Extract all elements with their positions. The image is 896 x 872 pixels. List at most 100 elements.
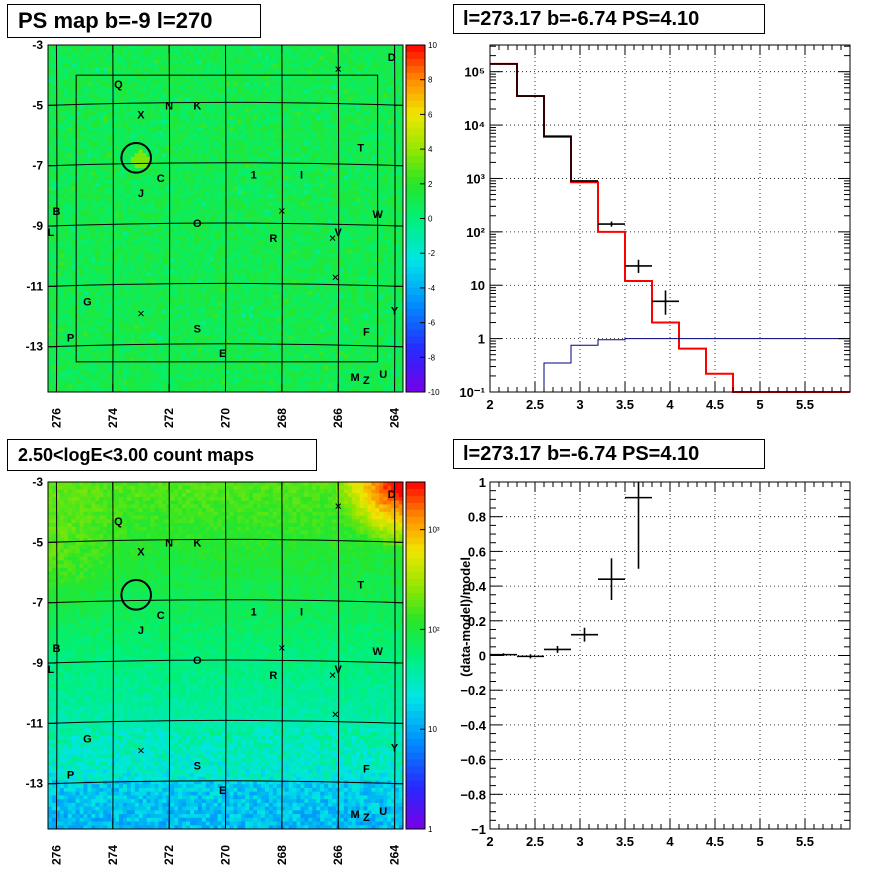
ps_map-longitude-line	[337, 44, 340, 393]
ps_map-x-tick-label: 272	[162, 408, 176, 428]
count-map-title: 2.50<logE<3.00 count maps	[7, 439, 317, 471]
count_map-source-label: B	[52, 643, 60, 655]
ps_map-source-label: F	[363, 327, 370, 339]
histogram-data-point	[652, 290, 679, 315]
ps_map-source-label: Q	[114, 79, 123, 91]
ps_map-source-label: T	[357, 143, 364, 155]
count_map-longitude-line	[112, 481, 114, 830]
residual-data-point	[544, 645, 571, 653]
count_map-latitude-line	[47, 659, 404, 664]
count_map-source-label: M	[351, 809, 360, 821]
ps_map-longitude-line	[112, 44, 114, 393]
count_map-x-tick-label: 272	[162, 845, 176, 865]
count_map-source-label: J	[138, 625, 144, 637]
ps_map-source-label: W	[372, 209, 383, 221]
residual-data-point	[598, 558, 625, 600]
ps_map-x-marker	[278, 208, 285, 214]
ps_map-source-label: R	[269, 233, 277, 245]
histogram-y-tick-label: 10⁴	[464, 118, 485, 133]
histogram-y-tick-label: 10²	[466, 225, 485, 240]
count_map-longitude-line	[225, 481, 227, 830]
histogram-y-tick-label: 1	[478, 332, 485, 347]
ps_map-source-label: V	[335, 227, 343, 239]
count_map-source-label: D	[388, 489, 396, 501]
ps_map-source-label: P	[67, 333, 74, 345]
ps_map-colorbar-tick-label: 2	[428, 180, 433, 189]
ps_map-x-marker	[329, 235, 336, 241]
ps_map-x-tick-label: 276	[49, 408, 63, 428]
count_map-longitude-line	[394, 481, 396, 830]
count_map-x-tick-label: 268	[275, 845, 289, 865]
residual-x-tick-label: 4.5	[706, 834, 724, 849]
ps_map-colorbar-tick-label: -10	[428, 388, 440, 397]
residual-y-tick-label: −1	[471, 822, 486, 837]
count_map-source-label: S	[194, 761, 201, 773]
count_map-x-marker	[278, 645, 285, 651]
count_map-y-tick-label: -9	[32, 656, 43, 670]
histogram-x-tick-label: 5.5	[796, 397, 814, 412]
count_map-source-label: V	[335, 664, 343, 676]
ps_map-source-label: Z	[363, 375, 370, 387]
ps_map-source-label: N	[165, 100, 173, 112]
ps_map-source-label: O	[193, 218, 202, 230]
ps_map-y-tick-label: -5	[32, 98, 43, 112]
ps_map-source-label: C	[157, 173, 165, 185]
histogram-series-2	[490, 338, 850, 393]
residual-data-point	[517, 654, 544, 659]
count_map-colorbar-tick-label: 1	[428, 825, 433, 834]
count_map-longitude-line	[55, 481, 58, 830]
histogram-x-tick-label: 2.5	[526, 397, 544, 412]
ps_map-latitude-line	[47, 343, 404, 348]
ps_map-colorbar: 10 8 6 4 2 0 -2 -4 -6 -8 -10	[405, 41, 440, 397]
ps_map-y-tick-label: -7	[32, 159, 43, 173]
count_map-x-marker	[332, 711, 339, 718]
count_map-x-tick-label: 264	[388, 845, 402, 865]
count_map-panel: Q X N K D T C 1 I J BL W O R V G Y P S F E M ZU 276 274 272 270 268…	[26, 475, 440, 865]
ps_map-source-label: B	[52, 206, 60, 218]
residual-title: l=273.17 b=-6.74 PS=4.10	[453, 439, 765, 469]
count_map-source-label: I	[300, 607, 303, 619]
ps_map-latitude-line	[47, 222, 404, 227]
residual-y-tick-label: 0.4	[468, 579, 487, 594]
count_map-source-label: O	[193, 655, 202, 667]
ps_map-pixels	[48, 45, 404, 393]
ps_map-source-circle	[120, 142, 152, 174]
count_map-source-label: U	[379, 806, 387, 818]
count_map-y-tick-label: -3	[32, 475, 43, 489]
count_map-source-label: L	[47, 664, 54, 676]
ps_map-colorbar-tick-label: -6	[428, 319, 436, 328]
ps_map-x-tick-label: 264	[388, 408, 402, 428]
ps_map-source-label: Y	[391, 306, 399, 318]
ps_map-colorbar-tick-label: 0	[428, 215, 433, 224]
count_map-source-label: Z	[363, 812, 370, 824]
ps_map-colorbar-tick-label: 4	[428, 145, 433, 154]
residual-x-tick-label: 2.5	[526, 834, 544, 849]
residual-x-tick-label: 4	[666, 834, 674, 849]
count_map-source-label: E	[219, 785, 226, 797]
ps_map-colorbar-tick-label: 8	[428, 76, 433, 85]
residual-x-tick-label: 2	[486, 834, 493, 849]
histogram-y-tick-label: 10⁵	[464, 65, 485, 80]
histogram-panel: 2 2.5 3 3.5 4 4.5 5 5.5 10⁻¹ 1 10 10² 10³ 10⁴ 10⁵	[459, 44, 851, 412]
ps_map-colorbar-tick-label: -4	[428, 284, 436, 293]
residual-y-tick-label: 0.8	[468, 510, 486, 525]
ps_map-latitude-line	[47, 282, 404, 287]
residual-y-tick-label: −0.2	[460, 683, 486, 698]
ps_map-colorbar-tick-label: -2	[428, 249, 436, 258]
count_map-source-label: Y	[391, 743, 399, 755]
count_map-source-label: Q	[114, 516, 123, 528]
count_map-colorbar: 10³ 10² 10 1	[405, 481, 440, 834]
histogram-x-tick-label: 5	[756, 397, 763, 412]
ps_map-source-label: M	[351, 372, 360, 384]
count_map-x-marker	[335, 503, 342, 509]
count_map-source-label: P	[67, 770, 74, 782]
histogram-x-tick-label: 2	[486, 397, 493, 412]
ps_map-x-marker	[332, 274, 339, 281]
histogram-series-1	[490, 63, 598, 182]
ps_map-colorbar-tick-label: 6	[428, 110, 433, 119]
count_map-x-marker	[138, 747, 144, 754]
residual-y-tick-label: −0.6	[460, 753, 486, 768]
ps_map-source-label: I	[300, 170, 303, 182]
ps_map-longitude-line	[55, 44, 58, 393]
